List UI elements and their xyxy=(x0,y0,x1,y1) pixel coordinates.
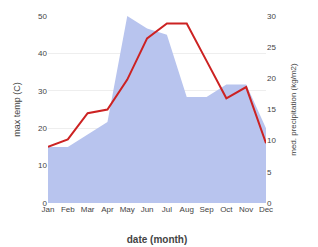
svg-text:Nov: Nov xyxy=(239,205,253,214)
svg-text:40: 40 xyxy=(38,49,47,58)
svg-text:max temp (C): max temp (C) xyxy=(12,82,22,137)
svg-text:0: 0 xyxy=(267,199,272,208)
svg-text:Jun: Jun xyxy=(141,205,154,214)
svg-text:Feb: Feb xyxy=(61,205,75,214)
svg-text:Mar: Mar xyxy=(81,205,95,214)
svg-text:10: 10 xyxy=(38,161,47,170)
svg-text:25: 25 xyxy=(267,43,276,52)
svg-text:0: 0 xyxy=(43,199,48,208)
svg-text:30: 30 xyxy=(38,87,47,96)
svg-text:20: 20 xyxy=(267,74,276,83)
svg-text:May: May xyxy=(120,205,135,214)
svg-text:15: 15 xyxy=(267,105,276,114)
svg-text:Jan: Jan xyxy=(42,205,55,214)
svg-text:Oct: Oct xyxy=(220,205,233,214)
svg-text:Dec: Dec xyxy=(259,205,273,214)
svg-text:5: 5 xyxy=(267,168,272,177)
svg-text:med. precipitation (kg/m2): med. precipitation (kg/m2) xyxy=(289,63,298,156)
svg-text:Apr: Apr xyxy=(101,205,114,214)
svg-text:Sep: Sep xyxy=(199,205,214,214)
svg-text:date (month): date (month) xyxy=(127,234,188,245)
svg-text:50: 50 xyxy=(38,12,47,21)
svg-text:20: 20 xyxy=(38,124,47,133)
svg-text:Jul: Jul xyxy=(162,205,172,214)
svg-text:10: 10 xyxy=(267,136,276,145)
svg-text:Aug: Aug xyxy=(180,205,194,214)
svg-text:30: 30 xyxy=(267,12,276,21)
